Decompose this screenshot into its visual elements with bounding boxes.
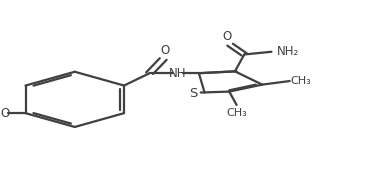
Text: O: O bbox=[0, 107, 9, 120]
Text: CH₃: CH₃ bbox=[291, 76, 311, 86]
Text: NH₂: NH₂ bbox=[277, 45, 299, 58]
Text: O: O bbox=[161, 44, 170, 57]
Text: S: S bbox=[189, 87, 198, 100]
Text: O: O bbox=[222, 30, 232, 43]
Text: CH₃: CH₃ bbox=[226, 108, 247, 118]
Text: NH: NH bbox=[169, 67, 187, 80]
